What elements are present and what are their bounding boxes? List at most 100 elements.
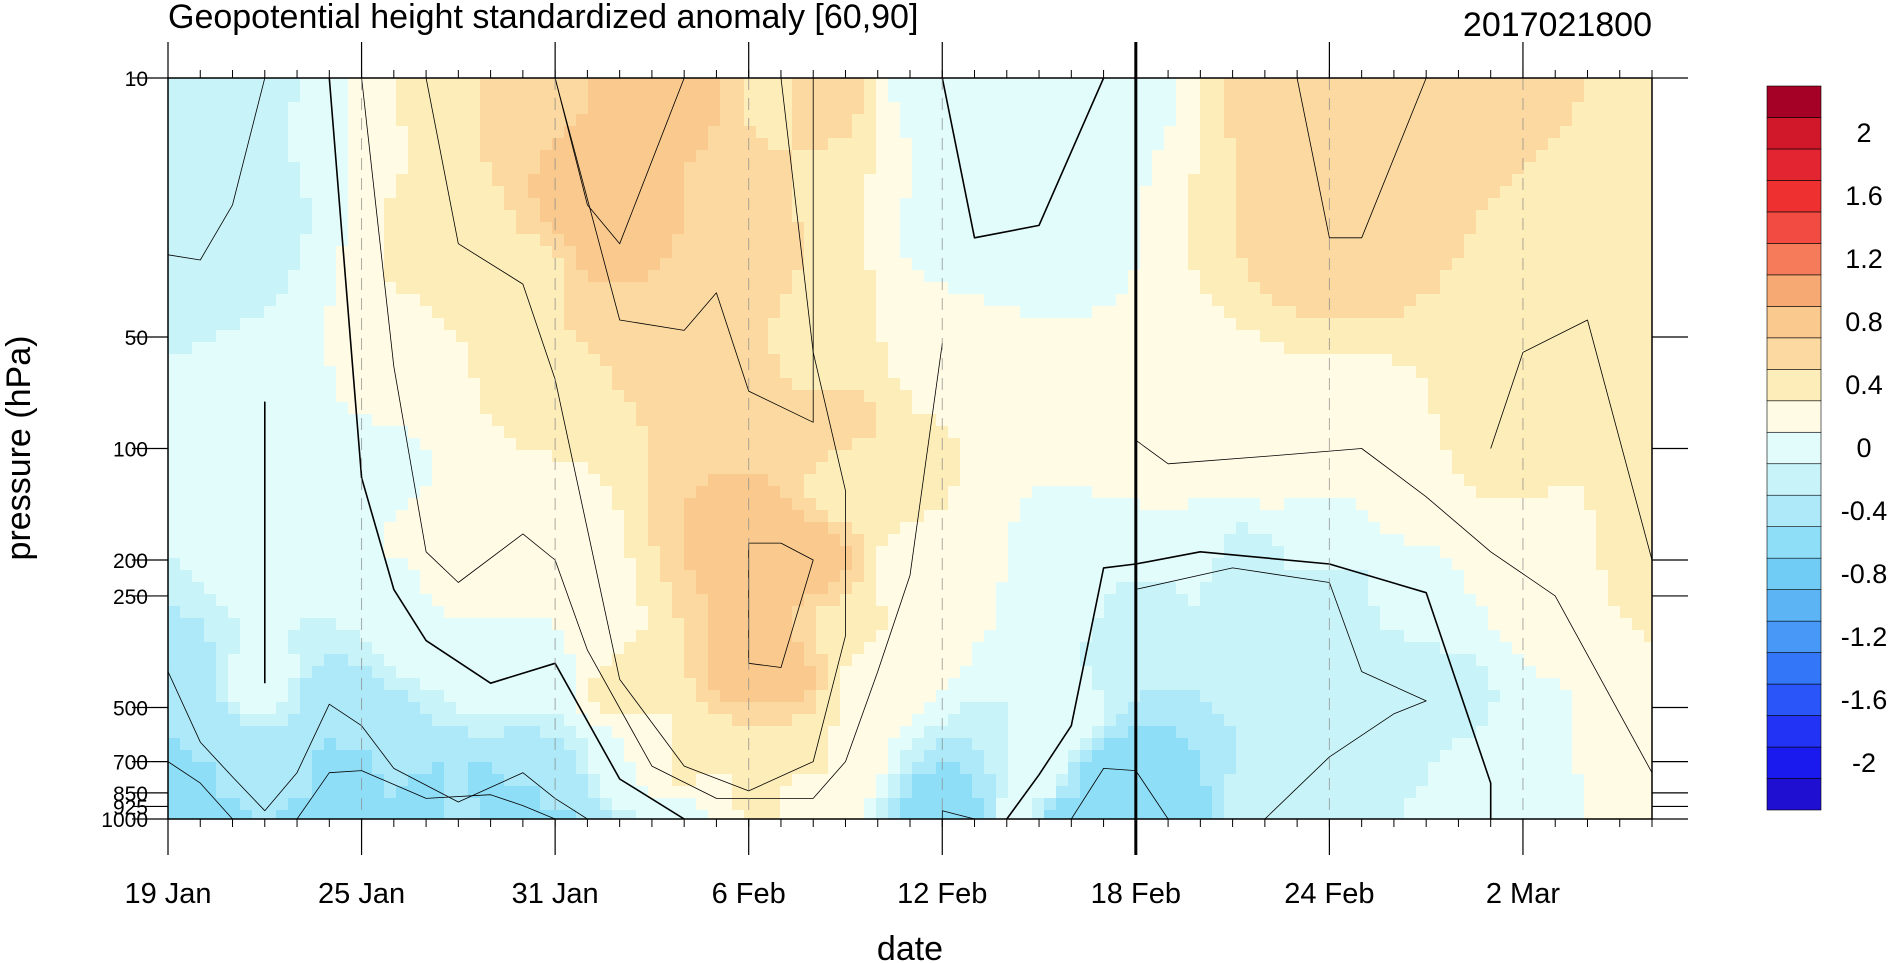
field-cell xyxy=(216,390,229,403)
field-cell xyxy=(792,90,805,103)
field-cell xyxy=(1380,306,1393,319)
field-cell xyxy=(1584,174,1597,187)
field-cell xyxy=(816,234,829,247)
field-cell xyxy=(600,438,613,451)
field-cell xyxy=(1284,222,1297,235)
field-cell xyxy=(1092,546,1105,559)
field-cell xyxy=(1380,138,1393,151)
field-cell xyxy=(732,546,745,559)
field-cell xyxy=(792,486,805,499)
field-cell xyxy=(288,294,301,307)
field-cell xyxy=(456,102,469,115)
field-cell xyxy=(492,114,505,127)
field-cell xyxy=(756,306,769,319)
field-cell xyxy=(924,306,937,319)
field-cell xyxy=(1536,222,1549,235)
field-cell xyxy=(1140,474,1153,487)
field-cell xyxy=(600,270,613,283)
field-cell xyxy=(1032,462,1045,475)
field-cell xyxy=(216,174,229,187)
field-cell xyxy=(756,294,769,307)
field-cell xyxy=(360,210,373,223)
field-cell xyxy=(876,318,889,331)
field-cell xyxy=(876,234,889,247)
field-cell xyxy=(1224,318,1237,331)
field-cell xyxy=(216,414,229,427)
field-cell xyxy=(1128,306,1141,319)
field-cell xyxy=(528,558,541,571)
field-cell xyxy=(1032,318,1045,331)
field-cell xyxy=(1548,186,1561,199)
field-cell xyxy=(1608,162,1621,175)
field-cell xyxy=(1560,102,1573,115)
field-cell xyxy=(840,426,853,439)
field-cell xyxy=(528,498,541,511)
field-cell xyxy=(1644,486,1652,499)
field-cell xyxy=(240,486,253,499)
field-cell xyxy=(348,234,361,247)
field-cell xyxy=(288,450,301,463)
field-cell xyxy=(1056,330,1069,343)
field-cell xyxy=(756,486,769,499)
field-cell xyxy=(684,294,697,307)
field-cell xyxy=(924,270,937,283)
field-cell xyxy=(1452,162,1465,175)
field-cell xyxy=(1320,318,1333,331)
field-cell xyxy=(444,558,457,571)
field-cell xyxy=(1368,498,1381,511)
field-cell xyxy=(1608,366,1621,379)
field-cell xyxy=(1416,114,1429,127)
field-cell xyxy=(684,102,697,115)
field-cell xyxy=(588,318,601,331)
field-cell xyxy=(1428,330,1441,343)
field-cell xyxy=(1452,462,1465,475)
field-cell xyxy=(852,318,865,331)
field-cell xyxy=(1644,330,1652,343)
field-cell xyxy=(1308,186,1321,199)
field-cell xyxy=(1632,234,1645,247)
field-cell xyxy=(1236,510,1249,523)
field-cell xyxy=(756,462,769,475)
field-cell xyxy=(708,234,721,247)
field-cell xyxy=(624,510,637,523)
field-cell xyxy=(876,198,889,211)
field-cell xyxy=(1584,474,1597,487)
field-cell xyxy=(1176,426,1189,439)
field-cell xyxy=(1416,426,1429,439)
field-cell xyxy=(480,402,493,415)
field-cell xyxy=(1032,78,1045,91)
field-cell xyxy=(816,138,829,151)
field-cell xyxy=(1152,354,1165,367)
field-cell xyxy=(336,318,349,331)
field-cell xyxy=(288,174,301,187)
field-cell xyxy=(1548,270,1561,283)
field-cell xyxy=(228,210,241,223)
field-cell xyxy=(1500,402,1513,415)
field-cell xyxy=(420,498,433,511)
field-cell xyxy=(636,534,649,547)
field-cell xyxy=(1152,366,1165,379)
field-cell xyxy=(324,402,337,415)
field-cell xyxy=(240,378,253,391)
field-cell xyxy=(1176,294,1189,307)
field-cell xyxy=(888,402,901,415)
field-cell xyxy=(312,162,325,175)
field-cell xyxy=(384,234,397,247)
field-cell xyxy=(768,390,781,403)
field-cell xyxy=(636,246,649,259)
field-cell xyxy=(480,546,493,559)
field-cell xyxy=(888,462,901,475)
field-cell xyxy=(1500,282,1513,295)
field-cell xyxy=(972,210,985,223)
field-cell xyxy=(336,438,349,451)
field-cell xyxy=(336,138,349,151)
field-cell xyxy=(228,486,241,499)
field-cell xyxy=(1260,306,1273,319)
field-cell xyxy=(1284,546,1297,559)
field-cell xyxy=(1500,210,1513,223)
field-cell xyxy=(348,366,361,379)
field-cell xyxy=(1248,318,1261,331)
field-cell xyxy=(996,474,1009,487)
field-cell xyxy=(1584,198,1597,211)
field-cell xyxy=(252,498,265,511)
